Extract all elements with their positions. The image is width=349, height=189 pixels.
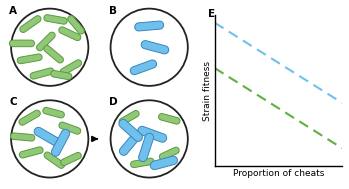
Polygon shape (139, 133, 154, 162)
Polygon shape (51, 70, 72, 80)
Polygon shape (138, 126, 167, 142)
X-axis label: Proportion of cheats: Proportion of cheats (233, 169, 324, 178)
Polygon shape (44, 46, 64, 63)
Polygon shape (119, 111, 139, 125)
Polygon shape (59, 27, 81, 41)
Polygon shape (10, 133, 35, 141)
Polygon shape (44, 15, 67, 24)
Text: C: C (9, 97, 17, 107)
Polygon shape (37, 32, 55, 51)
Circle shape (111, 100, 188, 177)
Polygon shape (19, 110, 40, 125)
Polygon shape (130, 60, 157, 75)
Polygon shape (141, 41, 169, 54)
Circle shape (11, 100, 88, 177)
Polygon shape (135, 21, 164, 31)
Polygon shape (34, 127, 61, 147)
Polygon shape (150, 156, 177, 170)
Polygon shape (17, 54, 42, 64)
Polygon shape (44, 152, 65, 168)
Polygon shape (119, 130, 142, 155)
Polygon shape (59, 122, 81, 134)
Text: B: B (109, 5, 117, 15)
Polygon shape (51, 129, 70, 156)
Polygon shape (19, 147, 43, 158)
Polygon shape (68, 16, 84, 34)
Polygon shape (61, 153, 81, 166)
Polygon shape (119, 119, 142, 141)
Text: A: A (9, 5, 17, 15)
Text: E: E (208, 9, 215, 19)
Polygon shape (60, 60, 82, 75)
Polygon shape (158, 114, 180, 124)
Circle shape (111, 9, 188, 86)
Text: D: D (109, 97, 117, 107)
Polygon shape (30, 68, 54, 79)
Circle shape (11, 9, 88, 86)
Polygon shape (9, 40, 35, 47)
Polygon shape (159, 147, 179, 160)
Y-axis label: Strain fitness: Strain fitness (203, 61, 212, 121)
Polygon shape (131, 158, 154, 168)
Polygon shape (20, 16, 41, 33)
Polygon shape (43, 107, 64, 118)
